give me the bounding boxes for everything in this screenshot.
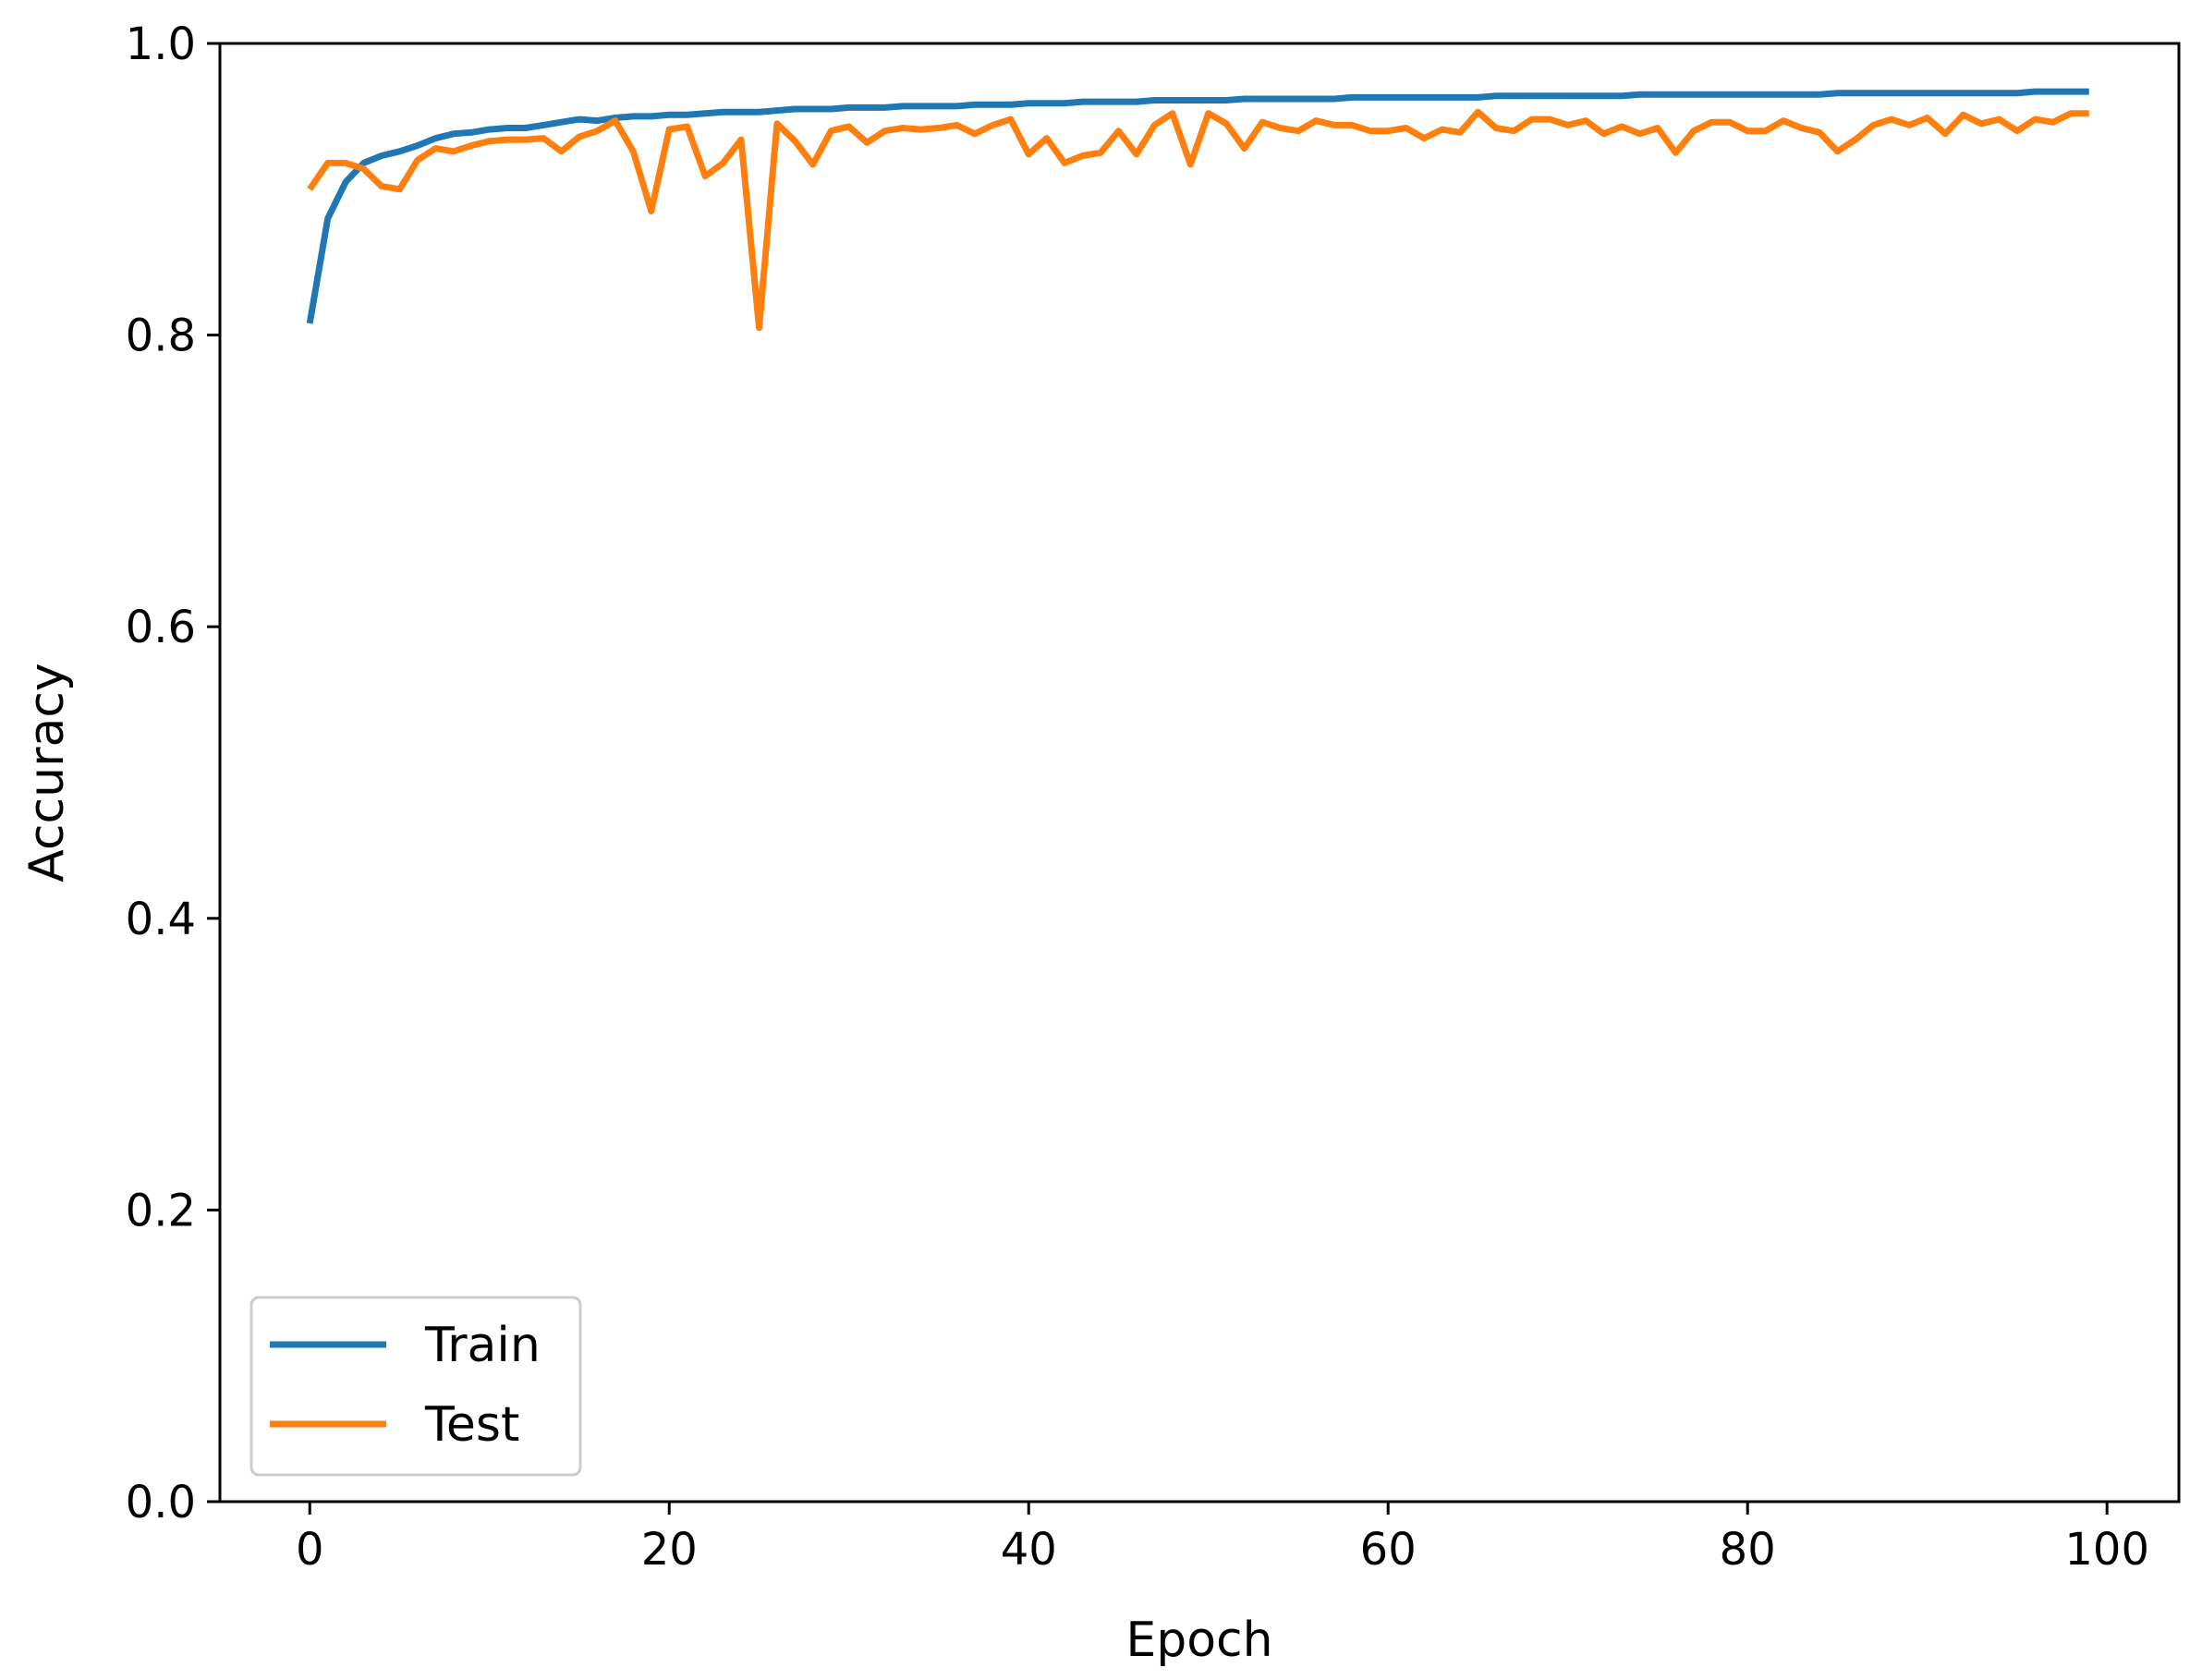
legend-label-test: Test	[424, 1397, 519, 1453]
x-tick-label: 100	[2064, 1524, 2149, 1576]
y-axis: 0.0 0.2 0.4 0.6 0.8 1.0	[126, 18, 220, 1528]
series-line-train	[306, 88, 2089, 324]
series-line-test	[307, 108, 2089, 332]
x-tick-label: 80	[1720, 1524, 1776, 1576]
x-tick-label: 20	[641, 1524, 698, 1576]
y-tick-label: 0.8	[126, 310, 196, 362]
x-tick-label: 0	[296, 1524, 324, 1576]
x-tick-label: 40	[1001, 1524, 1057, 1576]
y-tick-label: 0.0	[126, 1477, 196, 1528]
y-tick-label: 0.2	[126, 1185, 196, 1236]
legend: Train Test	[249, 1296, 582, 1477]
y-axis-label: Accuracy	[19, 663, 75, 882]
series-layer	[306, 88, 2089, 332]
y-tick-label: 0.6	[126, 602, 196, 653]
y-tick-label: 0.4	[126, 894, 196, 945]
y-tick-label: 1.0	[126, 18, 196, 70]
plot-frame	[218, 42, 2181, 1503]
x-axis: 0 20 40 60 80 100	[296, 1502, 2149, 1576]
legend-label-train: Train	[424, 1318, 541, 1373]
x-axis-label: Epoch	[1125, 1613, 1272, 1668]
x-tick-label: 60	[1360, 1524, 1417, 1576]
